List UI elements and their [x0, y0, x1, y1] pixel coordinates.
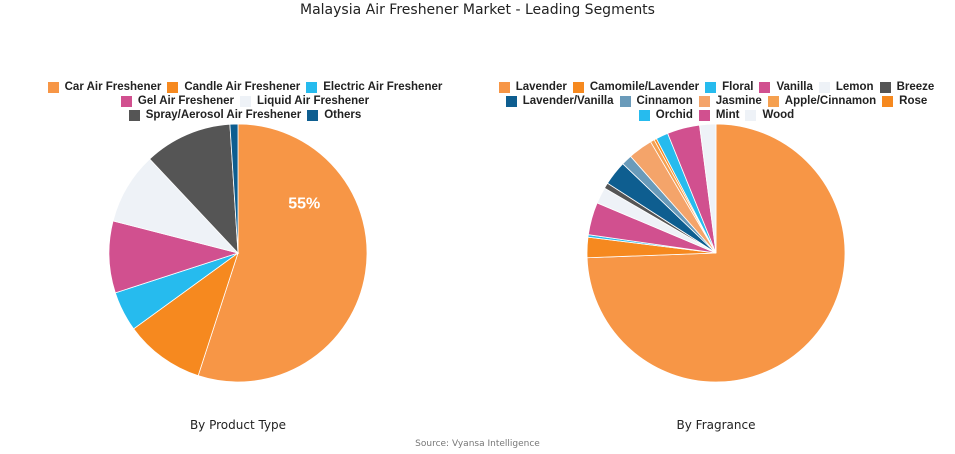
legend-label: Wood [762, 109, 795, 121]
legend-swatch [505, 95, 517, 107]
legend-label: Floral [722, 81, 754, 93]
legend-item[interactable]: Lemon [818, 80, 874, 94]
legend-label: Rose [899, 95, 928, 107]
legend-swatch [879, 81, 891, 93]
legend-item[interactable]: Mint [698, 108, 740, 122]
legend-label: Candle Air Freshener [184, 81, 301, 93]
legend-item[interactable]: Candle Air Freshener [167, 80, 300, 94]
legend-swatch [47, 81, 59, 93]
legend-label: Liquid Air Freshener [257, 95, 370, 107]
legend-label: Car Air Freshener [64, 81, 162, 93]
pie-fragrance [586, 123, 846, 383]
legend-item[interactable]: Car Air Freshener [47, 80, 162, 94]
legend-item[interactable]: Jasmine [698, 94, 762, 108]
legend-label: Jasmine [715, 95, 762, 107]
legend-item[interactable]: Floral [705, 80, 753, 94]
legend-label: Apple/Cinnamon [784, 95, 877, 107]
legend-swatch [698, 109, 710, 121]
legend-swatch [745, 109, 757, 121]
legend-swatch [882, 95, 894, 107]
legend-swatch [306, 81, 318, 93]
legend-label: Breeze [896, 81, 935, 93]
legend-swatch [767, 95, 779, 107]
legend-item[interactable]: Electric Air Freshener [306, 80, 442, 94]
legend-swatch [307, 109, 319, 121]
legend-item[interactable]: Orchid [638, 108, 693, 122]
legend-swatch [818, 81, 830, 93]
legend-label: Gel Air Freshener [137, 95, 235, 107]
legend-item[interactable]: Vanilla [759, 80, 813, 94]
legend-label: Vanilla [776, 81, 813, 93]
legend-item[interactable]: Cinnamon [619, 94, 693, 108]
legend-swatch [498, 81, 510, 93]
legend-swatch [759, 81, 771, 93]
legend-label: Cinnamon [636, 95, 693, 107]
legend-item[interactable]: Lavender/Vanilla [505, 94, 614, 108]
legend-item[interactable]: Wood [745, 108, 794, 122]
subtitle-fragrance: By Fragrance [676, 418, 756, 432]
legend-swatch [705, 81, 717, 93]
legend-swatch [120, 95, 132, 107]
legend-label: Lavender/Vanilla [522, 95, 614, 107]
legend-label: Electric Air Freshener [323, 81, 443, 93]
legend-fragrance: Lavender Camomile/Lavender Floral Vanilla Le… [478, 80, 955, 122]
legend-swatch [638, 109, 650, 121]
legend-swatch [240, 95, 252, 107]
pie-slice[interactable] [133, 251, 239, 377]
legend-label: Lavender [515, 81, 567, 93]
legend-swatch [619, 95, 631, 107]
legend-item[interactable]: Breeze [879, 80, 935, 94]
legend-item[interactable]: Lavender [498, 80, 567, 94]
pie-slice[interactable] [197, 123, 368, 383]
pie-slice[interactable] [149, 123, 239, 255]
legend-label: Others [324, 109, 362, 121]
legend-label: Mint [715, 109, 740, 121]
legend-item[interactable]: Rose [882, 94, 927, 108]
legend-label: Orchid [655, 109, 693, 121]
legend-swatch [167, 81, 179, 93]
legend-product-type: Car Air Freshener Candle Air Freshener Ele… [30, 80, 460, 122]
legend-swatch [572, 81, 584, 93]
legend-item[interactable]: Camomile/Lavender [572, 80, 700, 94]
pie-slice[interactable] [229, 123, 239, 254]
pie-slice[interactable] [699, 123, 717, 254]
data-label: 55% [288, 195, 320, 212]
legend-item[interactable]: Gel Air Freshener [120, 94, 235, 108]
chart-title: Malaysia Air Freshener Market - Leading … [300, 2, 655, 18]
legend-label: Lemon [835, 81, 874, 93]
legend-item[interactable]: Spray/Aerosol Air Freshener [128, 108, 302, 122]
legend-swatch [128, 109, 140, 121]
legend-label: Camomile/Lavender [589, 81, 700, 93]
legend-item[interactable]: Others [307, 108, 361, 122]
subtitle-product-type: By Product Type [189, 418, 287, 432]
legend-swatch [698, 95, 710, 107]
legend-item[interactable]: Apple/Cinnamon [767, 94, 877, 108]
legend-label: Spray/Aerosol Air Freshener [145, 109, 302, 121]
legend-item[interactable]: Liquid Air Freshener [240, 94, 369, 108]
pie-product-type: 55% [108, 123, 368, 383]
source-note: Source: Vyansa Intelligence [415, 439, 540, 449]
